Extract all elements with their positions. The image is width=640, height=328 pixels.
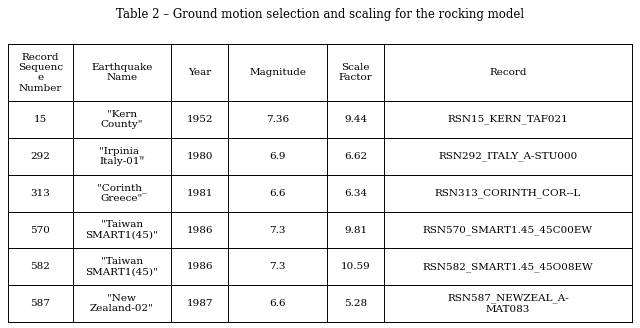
Text: 1980: 1980 [186, 152, 213, 161]
Text: Magnitude: Magnitude [249, 68, 306, 77]
Text: 7.3: 7.3 [269, 226, 286, 235]
Text: 6.9: 6.9 [269, 152, 286, 161]
Text: 15: 15 [34, 115, 47, 124]
Text: "Taiwan
SMART1(45)": "Taiwan SMART1(45)" [85, 220, 158, 240]
Text: 587: 587 [31, 299, 51, 308]
Text: 313: 313 [31, 189, 51, 198]
Text: RSN587_NEWZEAL_A-
MAT083: RSN587_NEWZEAL_A- MAT083 [447, 294, 569, 314]
Text: 570: 570 [31, 226, 51, 235]
Text: 9.44: 9.44 [344, 115, 367, 124]
Text: Earthquake
Name: Earthquake Name [91, 63, 152, 82]
Text: 292: 292 [31, 152, 51, 161]
Text: 6.6: 6.6 [269, 299, 286, 308]
Text: 10.59: 10.59 [340, 262, 371, 271]
Text: 1952: 1952 [186, 115, 213, 124]
Text: 9.81: 9.81 [344, 226, 367, 235]
Text: Scale
Factor: Scale Factor [339, 63, 372, 82]
Text: RSN582_SMART1.45_45O08EW: RSN582_SMART1.45_45O08EW [422, 262, 593, 272]
Text: Record: Record [489, 68, 527, 77]
Text: 6.34: 6.34 [344, 189, 367, 198]
Text: 7.3: 7.3 [269, 262, 286, 271]
Text: RSN313_CORINTH_COR--L: RSN313_CORINTH_COR--L [435, 188, 581, 198]
Text: "Irpinia_
Italy-01": "Irpinia_ Italy-01" [99, 146, 145, 167]
Text: 5.28: 5.28 [344, 299, 367, 308]
Text: 6.62: 6.62 [344, 152, 367, 161]
Text: 1981: 1981 [186, 189, 213, 198]
Text: 1986: 1986 [186, 226, 213, 235]
Text: RSN15_KERN_TAF021: RSN15_KERN_TAF021 [447, 115, 568, 125]
Text: "New
Zealand-02": "New Zealand-02" [90, 294, 154, 313]
Text: RSN292_ITALY_A-STU000: RSN292_ITALY_A-STU000 [438, 152, 577, 161]
Text: 7.36: 7.36 [266, 115, 289, 124]
Text: RSN570_SMART1.45_45C00EW: RSN570_SMART1.45_45C00EW [423, 225, 593, 235]
Text: Record
Sequenc
e
Number: Record Sequenc e Number [18, 53, 63, 93]
Text: "Corinth_
Greece": "Corinth_ Greece" [97, 183, 147, 203]
Text: 1986: 1986 [186, 262, 213, 271]
Text: 6.6: 6.6 [269, 189, 286, 198]
Text: Table 2 – Ground motion selection and scaling for the rocking model: Table 2 – Ground motion selection and sc… [116, 8, 524, 21]
Text: 582: 582 [31, 262, 51, 271]
Text: "Kern
County": "Kern County" [100, 110, 143, 129]
Text: Year: Year [188, 68, 211, 77]
Text: "Taiwan
SMART1(45)": "Taiwan SMART1(45)" [85, 257, 158, 277]
Text: 1987: 1987 [186, 299, 213, 308]
